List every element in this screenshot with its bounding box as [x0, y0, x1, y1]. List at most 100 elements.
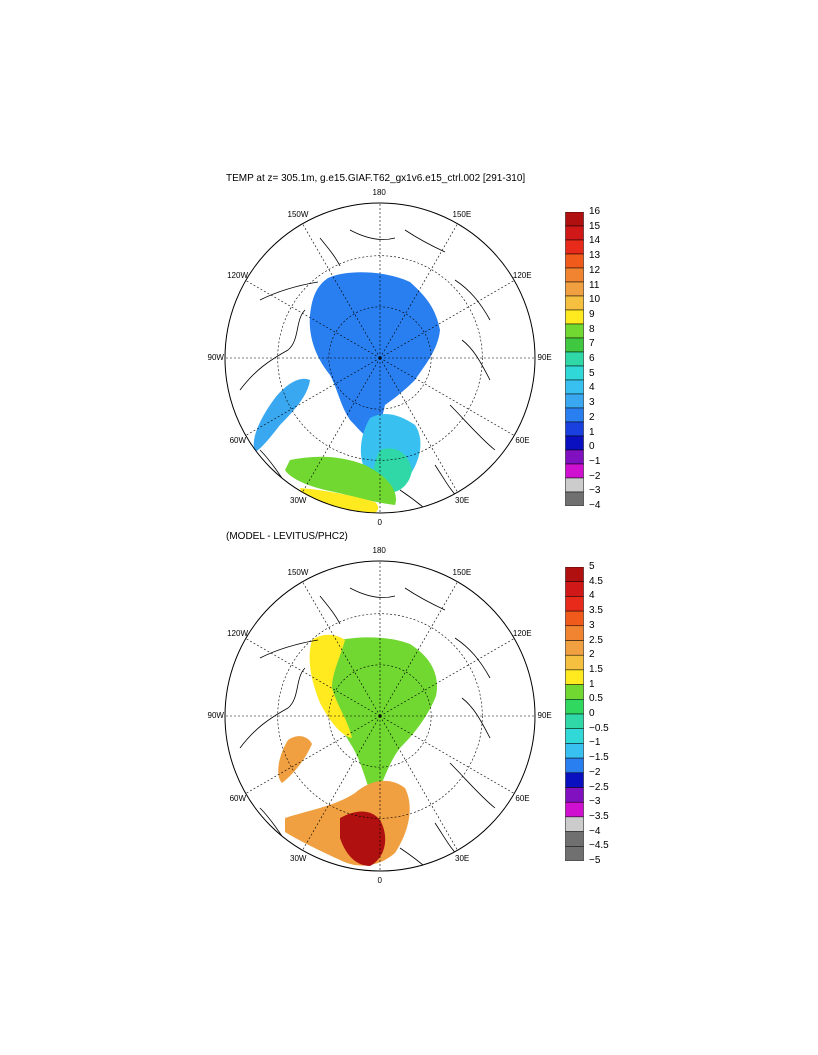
colorbar-tick-label: 10 — [589, 294, 601, 306]
colorbar-tick-label: −1.5 — [589, 752, 609, 764]
longitude-label: 90W — [207, 711, 224, 720]
longitude-label: 150E — [452, 210, 472, 220]
colorbar-segment — [565, 477, 584, 493]
colorbar-tick-label: 1 — [589, 678, 595, 690]
colorbar-tick-label: −1 — [589, 455, 601, 467]
longitude-label: 180 — [372, 188, 386, 197]
colorbar-tick-label: 1 — [589, 426, 595, 438]
colorbar-segment — [565, 379, 584, 395]
colorbar-segment — [565, 757, 584, 774]
meridian-11 — [302, 223, 381, 359]
colorbar-segment — [565, 610, 584, 627]
colorbar-tick-label: 5 — [589, 561, 595, 572]
meridian-11 — [302, 581, 381, 717]
longitude-label: 0 — [377, 876, 382, 885]
longitude-label: 90E — [537, 711, 552, 720]
polar-map-anomaly — [224, 560, 536, 872]
latitude-circle-0 — [328, 306, 432, 410]
longitude-label: 120W — [227, 270, 248, 280]
longitude-label: 60W — [229, 435, 247, 445]
map-content — [225, 203, 535, 513]
colorbar-tick-label: −1 — [589, 737, 601, 749]
longitude-label: 30E — [455, 495, 470, 505]
colorbar-segment — [565, 449, 584, 465]
colorbar-tick-label: −4.5 — [589, 840, 609, 852]
colorbar-segment — [565, 351, 584, 367]
coastline-1 — [449, 637, 496, 809]
colorbar-tick-label: 16 — [589, 206, 601, 217]
colorbar-segment — [565, 323, 584, 339]
colorbar-tick-label: −0.5 — [589, 722, 609, 734]
colorbar-segment — [565, 581, 584, 597]
longitude-label: 30W — [290, 495, 307, 505]
colorbar-tick-label: −2 — [589, 766, 601, 778]
colorbar-tick-label: 2.5 — [589, 634, 603, 646]
colorbar-tick-label: −4 — [589, 825, 601, 837]
meridian-7 — [302, 357, 381, 493]
colorbar-segment — [565, 625, 584, 641]
colorbar-tick-label: −3 — [589, 485, 601, 497]
meridian-10 — [245, 638, 381, 717]
meridian-5 — [379, 715, 458, 851]
meridian-2 — [379, 638, 515, 717]
colorbar-segment — [565, 699, 584, 715]
colorbar-segment — [565, 435, 584, 451]
colorbar-segment — [565, 393, 584, 409]
colorbar-tick-label: 3.5 — [589, 605, 603, 617]
colorbar-segment — [565, 267, 584, 283]
latitude-circle-1 — [277, 255, 483, 461]
colorbar-tick-label: 4.5 — [589, 575, 603, 587]
colorbar-tick-label: −4 — [589, 500, 601, 511]
longitude-label: 180 — [372, 546, 386, 555]
colorbar-tick-label: 13 — [589, 250, 601, 262]
colorbar-segment — [565, 787, 584, 803]
colorbar-tick-label: 0.5 — [589, 693, 603, 705]
longitude-label: 0 — [377, 518, 382, 527]
colorbar-segment — [565, 421, 584, 437]
colorbar-segment — [565, 365, 584, 381]
longitude-label: 150W — [287, 210, 309, 220]
meridian-10 — [245, 280, 381, 359]
longitude-label: 90E — [537, 353, 552, 362]
colorbar-tick-label: 12 — [589, 264, 601, 276]
colorbar-tick-label: 1.5 — [589, 663, 603, 675]
colorbar-tick-label: 6 — [589, 353, 595, 364]
colorbar-tick-label: −5 — [589, 855, 601, 866]
colorbar-tick-label: −3.5 — [589, 810, 609, 822]
longitude-label: 60E — [515, 793, 530, 803]
colorbar-segment — [565, 596, 584, 612]
colorbar-tick-label: 11 — [589, 279, 600, 291]
region-baffin-anomaly — [278, 736, 312, 783]
panel-1-title: TEMP at z= 305.1m, g.e15.GIAF.T62_gx1v6.… — [226, 173, 526, 184]
colorbar-tick-label: −3 — [589, 796, 601, 808]
meridian-1 — [379, 223, 458, 359]
colorbar-segment — [565, 295, 584, 311]
colorbar-tick-label: 3 — [589, 397, 595, 409]
region-atlantic-hot-anomaly — [340, 811, 386, 866]
colorbar-tick-label: 4 — [589, 590, 595, 602]
longitude-label: 120W — [227, 628, 248, 638]
longitude-label: 90W — [207, 353, 224, 362]
longitude-label: 60W — [229, 793, 247, 803]
colorbar-segment — [565, 239, 584, 255]
colorbar-segment — [565, 801, 584, 818]
colorbar-segment — [565, 728, 584, 744]
colorbar-segment — [565, 640, 584, 656]
longitude-label: 150E — [452, 568, 472, 578]
colorbar-segment — [565, 281, 584, 297]
colorbar-segment — [565, 567, 584, 582]
colorbar-segment — [565, 491, 584, 506]
latitude-circle-1 — [277, 613, 483, 819]
colorbar-segment — [565, 337, 584, 353]
colorbar-segment — [565, 654, 584, 671]
region-canada-basin-anomaly — [309, 634, 352, 738]
colorbar-tick-label: 3 — [589, 619, 595, 631]
colorbar-segment — [565, 684, 584, 700]
colorbar-anomaly — [565, 567, 584, 861]
colorbar-tick-label: 0 — [589, 708, 595, 719]
longitude-label: 30E — [455, 853, 470, 863]
colorbar-tick-label: 2 — [589, 411, 595, 423]
colorbar-segment — [565, 846, 584, 861]
colorbar-segment — [565, 309, 584, 325]
longitude-label: 120E — [512, 270, 532, 280]
